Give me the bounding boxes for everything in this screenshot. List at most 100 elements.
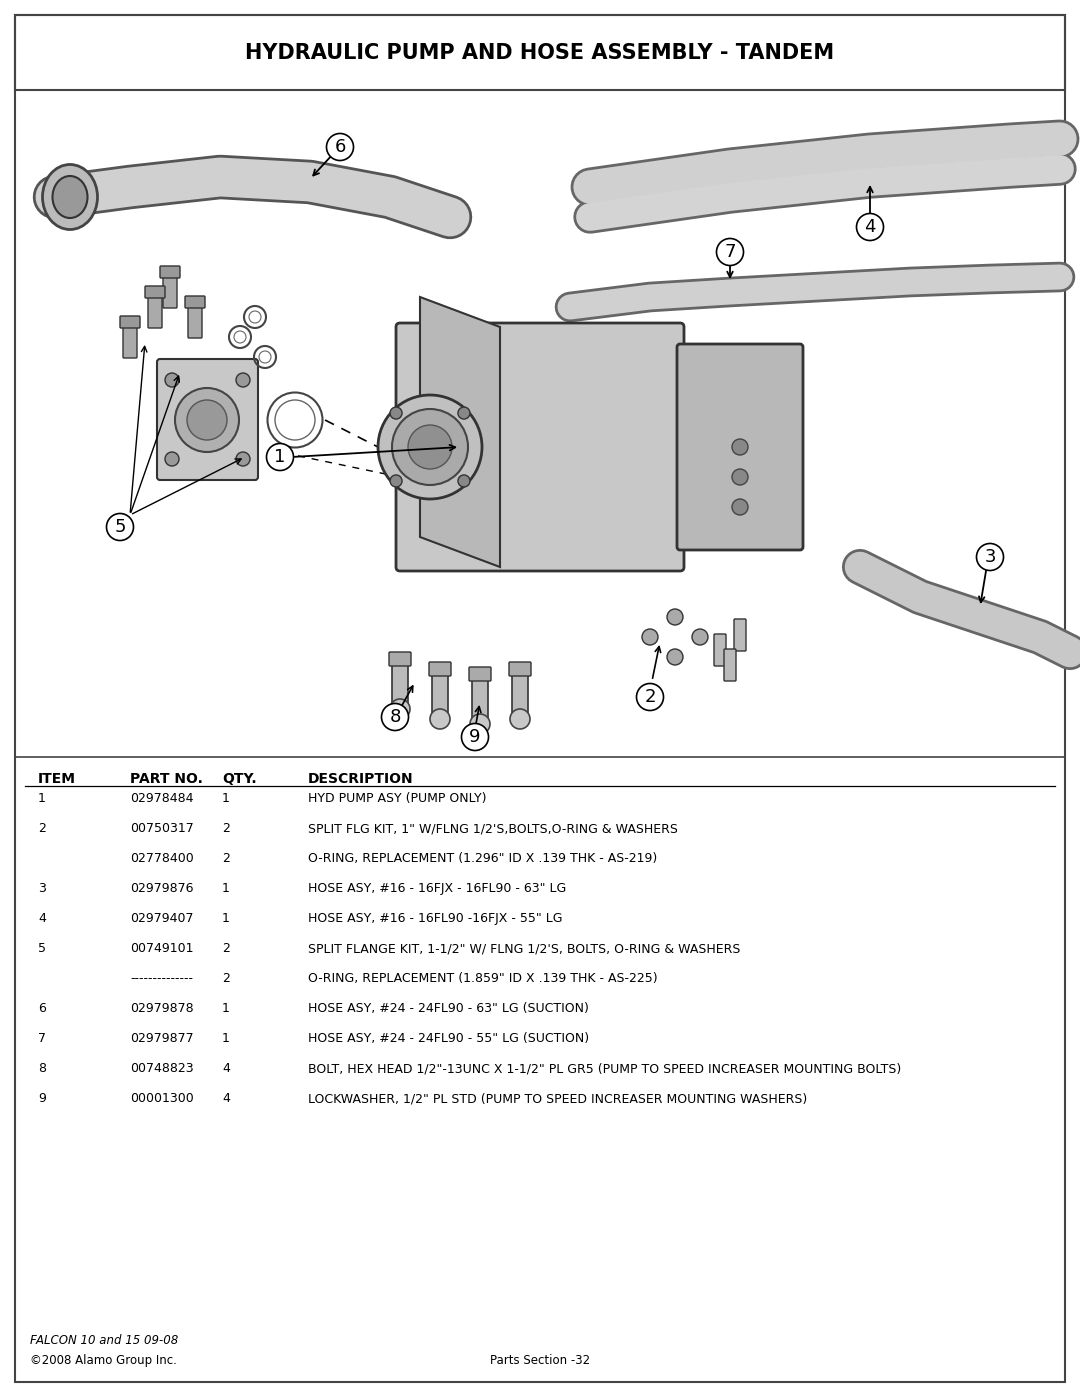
Text: 3: 3	[38, 882, 45, 895]
Text: 4: 4	[38, 912, 45, 925]
Circle shape	[237, 373, 249, 387]
FancyBboxPatch shape	[677, 344, 804, 550]
Polygon shape	[420, 298, 500, 567]
Text: 1: 1	[222, 882, 230, 895]
FancyBboxPatch shape	[145, 286, 165, 298]
FancyBboxPatch shape	[432, 671, 448, 718]
Text: HOSE ASY, #24 - 24FL90 - 55" LG (SUCTION): HOSE ASY, #24 - 24FL90 - 55" LG (SUCTION…	[308, 1032, 589, 1045]
FancyBboxPatch shape	[389, 652, 411, 666]
Circle shape	[667, 609, 683, 624]
Text: 1: 1	[222, 1002, 230, 1016]
FancyBboxPatch shape	[123, 321, 137, 358]
Text: 5: 5	[38, 942, 46, 956]
Text: 02778400: 02778400	[130, 852, 193, 865]
Text: 1: 1	[222, 1032, 230, 1045]
Circle shape	[237, 453, 249, 467]
Text: 7: 7	[38, 1032, 46, 1045]
Text: PART NO.: PART NO.	[130, 773, 203, 787]
FancyBboxPatch shape	[429, 662, 451, 676]
Circle shape	[732, 439, 748, 455]
Circle shape	[390, 475, 402, 488]
Text: 8: 8	[38, 1062, 46, 1076]
Ellipse shape	[42, 165, 97, 229]
Text: HOSE ASY, #16 - 16FJX - 16FL90 - 63" LG: HOSE ASY, #16 - 16FJX - 16FL90 - 63" LG	[308, 882, 566, 895]
Text: 02978484: 02978484	[130, 792, 193, 805]
Text: 00750317: 00750317	[130, 821, 193, 835]
Text: 1: 1	[222, 792, 230, 805]
Circle shape	[667, 650, 683, 665]
Text: HYD PUMP ASY (PUMP ONLY): HYD PUMP ASY (PUMP ONLY)	[308, 792, 486, 805]
Text: ©2008 Alamo Group Inc.: ©2008 Alamo Group Inc.	[30, 1354, 177, 1368]
FancyBboxPatch shape	[185, 296, 205, 307]
Text: DESCRIPTION: DESCRIPTION	[308, 773, 414, 787]
Text: 9: 9	[469, 728, 481, 746]
Circle shape	[390, 407, 402, 419]
Text: 02979876: 02979876	[130, 882, 193, 895]
Text: 02979407: 02979407	[130, 912, 193, 925]
FancyBboxPatch shape	[512, 671, 528, 718]
Text: 9: 9	[38, 1092, 45, 1105]
FancyBboxPatch shape	[157, 359, 258, 481]
Text: 1: 1	[222, 912, 230, 925]
FancyBboxPatch shape	[724, 650, 735, 680]
Text: 8: 8	[389, 708, 401, 726]
Text: HOSE ASY, #16 - 16FL90 -16FJX - 55" LG: HOSE ASY, #16 - 16FL90 -16FJX - 55" LG	[308, 912, 563, 925]
Text: 02979878: 02979878	[130, 1002, 193, 1016]
FancyBboxPatch shape	[396, 323, 684, 571]
Text: 1: 1	[274, 448, 286, 467]
Text: O-RING, REPLACEMENT (1.859" ID X .139 THK - AS-225): O-RING, REPLACEMENT (1.859" ID X .139 TH…	[308, 972, 658, 985]
Circle shape	[430, 710, 450, 729]
Text: 1: 1	[38, 792, 45, 805]
Text: QTY.: QTY.	[222, 773, 257, 787]
Text: --------------: --------------	[130, 972, 193, 985]
Circle shape	[732, 499, 748, 515]
Text: 02979877: 02979877	[130, 1032, 193, 1045]
Text: 2: 2	[645, 687, 656, 705]
FancyBboxPatch shape	[734, 619, 746, 651]
Circle shape	[187, 400, 227, 440]
Text: 4: 4	[222, 1092, 230, 1105]
Ellipse shape	[53, 176, 87, 218]
Text: 3: 3	[984, 548, 996, 566]
Circle shape	[408, 425, 453, 469]
Circle shape	[692, 629, 708, 645]
Text: 4: 4	[864, 218, 876, 236]
FancyBboxPatch shape	[120, 316, 140, 328]
Text: ITEM: ITEM	[38, 773, 76, 787]
Text: 2: 2	[222, 852, 230, 865]
Text: HYDRAULIC PUMP AND HOSE ASSEMBLY - TANDEM: HYDRAULIC PUMP AND HOSE ASSEMBLY - TANDE…	[245, 43, 835, 63]
Circle shape	[378, 395, 482, 499]
Circle shape	[470, 714, 490, 733]
Text: 7: 7	[725, 243, 735, 261]
Circle shape	[165, 373, 179, 387]
FancyBboxPatch shape	[472, 676, 488, 724]
Text: 00748823: 00748823	[130, 1062, 193, 1076]
FancyBboxPatch shape	[148, 291, 162, 328]
Text: SPLIT FLG KIT, 1" W/FLNG 1/2'S,BOLTS,O-RING & WASHERS: SPLIT FLG KIT, 1" W/FLNG 1/2'S,BOLTS,O-R…	[308, 821, 678, 835]
FancyBboxPatch shape	[469, 666, 491, 680]
Circle shape	[175, 388, 239, 453]
Text: 2: 2	[222, 972, 230, 985]
Text: 6: 6	[335, 138, 346, 156]
Text: LOCKWASHER, 1/2" PL STD (PUMP TO SPEED INCREASER MOUNTING WASHERS): LOCKWASHER, 1/2" PL STD (PUMP TO SPEED I…	[308, 1092, 807, 1105]
Circle shape	[458, 475, 470, 488]
Circle shape	[390, 698, 410, 719]
FancyBboxPatch shape	[163, 271, 177, 307]
Text: 5: 5	[114, 518, 125, 536]
Text: FALCON 10 and 15 09-08: FALCON 10 and 15 09-08	[30, 1334, 178, 1347]
Text: SPLIT FLANGE KIT, 1-1/2" W/ FLNG 1/2'S, BOLTS, O-RING & WASHERS: SPLIT FLANGE KIT, 1-1/2" W/ FLNG 1/2'S, …	[308, 942, 741, 956]
Text: 00749101: 00749101	[130, 942, 193, 956]
Circle shape	[165, 453, 179, 467]
Circle shape	[510, 710, 530, 729]
FancyBboxPatch shape	[160, 265, 180, 278]
Text: BOLT, HEX HEAD 1/2"-13UNC X 1-1/2" PL GR5 (PUMP TO SPEED INCREASER MOUNTING BOLT: BOLT, HEX HEAD 1/2"-13UNC X 1-1/2" PL GR…	[308, 1062, 901, 1076]
Circle shape	[732, 469, 748, 485]
Text: O-RING, REPLACEMENT (1.296" ID X .139 THK - AS-219): O-RING, REPLACEMENT (1.296" ID X .139 TH…	[308, 852, 658, 865]
FancyBboxPatch shape	[188, 300, 202, 338]
Circle shape	[458, 407, 470, 419]
Text: 00001300: 00001300	[130, 1092, 193, 1105]
FancyBboxPatch shape	[509, 662, 531, 676]
Text: 2: 2	[38, 821, 45, 835]
FancyBboxPatch shape	[392, 661, 408, 708]
Text: 2: 2	[222, 821, 230, 835]
